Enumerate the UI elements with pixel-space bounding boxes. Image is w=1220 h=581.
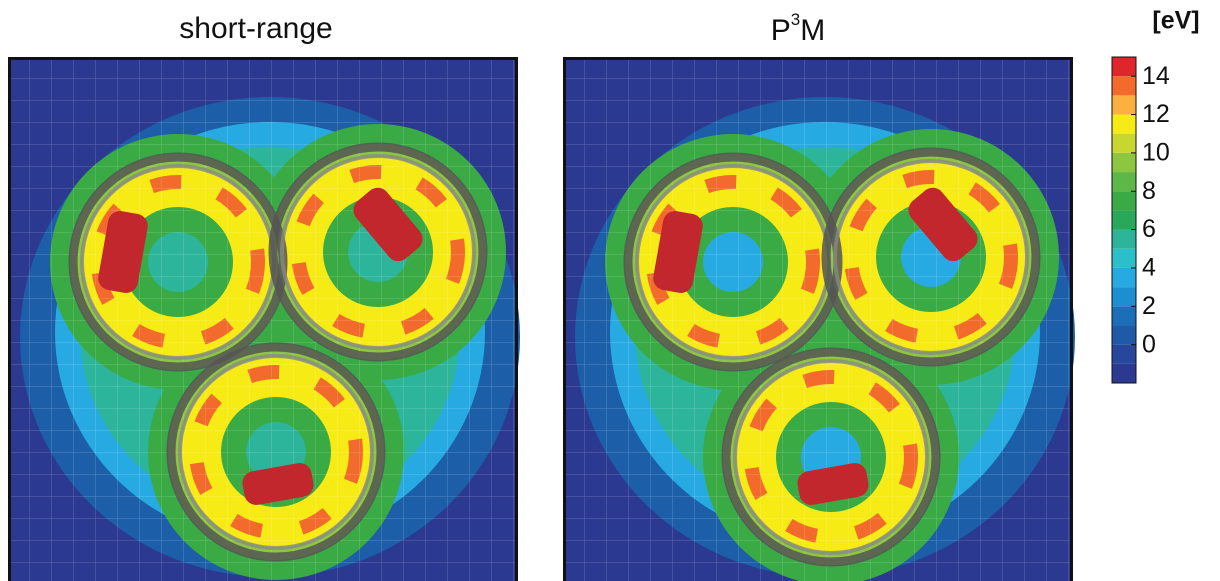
protein-ring xyxy=(733,359,929,555)
colorbar-tick-label: 0 xyxy=(1142,330,1156,358)
protein-ring xyxy=(821,147,1041,367)
colorbar-band xyxy=(1112,114,1136,134)
colorbar-tick-label: 10 xyxy=(1142,138,1170,166)
protein-ring xyxy=(623,152,843,372)
panel-frame xyxy=(563,57,1073,581)
title-base: P xyxy=(771,14,791,47)
colorbar-band xyxy=(1112,267,1136,288)
title-sup: 3 xyxy=(791,10,800,29)
colorbar-band xyxy=(1112,210,1136,230)
helix xyxy=(908,187,978,262)
helix xyxy=(98,211,148,293)
colorbar-tick-label: 12 xyxy=(1142,100,1170,128)
title-rest: M xyxy=(800,14,825,47)
colorbar-band xyxy=(1112,363,1136,383)
colorbar-band xyxy=(1112,191,1136,211)
protein-ring xyxy=(166,342,386,562)
colorbar-tick-label: 4 xyxy=(1142,254,1156,282)
helix xyxy=(797,463,869,505)
protein-ring xyxy=(268,142,488,362)
colorbar-band xyxy=(1112,344,1136,364)
panel-frame xyxy=(8,57,518,581)
colorbar-band xyxy=(1112,325,1136,345)
protein-ring xyxy=(833,159,1029,355)
panel xyxy=(8,57,520,581)
colorbar-band xyxy=(1112,76,1136,96)
protein-ring xyxy=(280,154,476,350)
colorbar-frame xyxy=(1111,56,1137,384)
protein-ring xyxy=(721,347,941,567)
helix xyxy=(242,463,314,505)
panel-title: short-range xyxy=(179,12,332,45)
colorbar-tick-label: 2 xyxy=(1142,292,1156,320)
colorbar-band xyxy=(1112,248,1136,268)
panel-title: P3M xyxy=(771,10,825,46)
colorbar-band xyxy=(1112,152,1136,173)
colorbar-band xyxy=(1112,133,1136,153)
panel xyxy=(563,57,1075,581)
protein-ring xyxy=(178,354,374,550)
colorbar-band xyxy=(1112,57,1136,77)
colorbar-tick-label: 14 xyxy=(1142,62,1170,90)
colorbar-tick-label: 6 xyxy=(1142,215,1156,243)
colorbar-band xyxy=(1112,306,1136,326)
colorbar-band xyxy=(1112,172,1136,192)
helix xyxy=(653,211,703,293)
helix xyxy=(353,187,423,262)
colorbar-label: [eV] xyxy=(1152,7,1199,35)
colorbar-tick-label: 8 xyxy=(1142,177,1156,205)
colorbar-band xyxy=(1112,229,1136,249)
colorbar-band xyxy=(1112,287,1136,307)
colorbar-band xyxy=(1112,95,1136,115)
